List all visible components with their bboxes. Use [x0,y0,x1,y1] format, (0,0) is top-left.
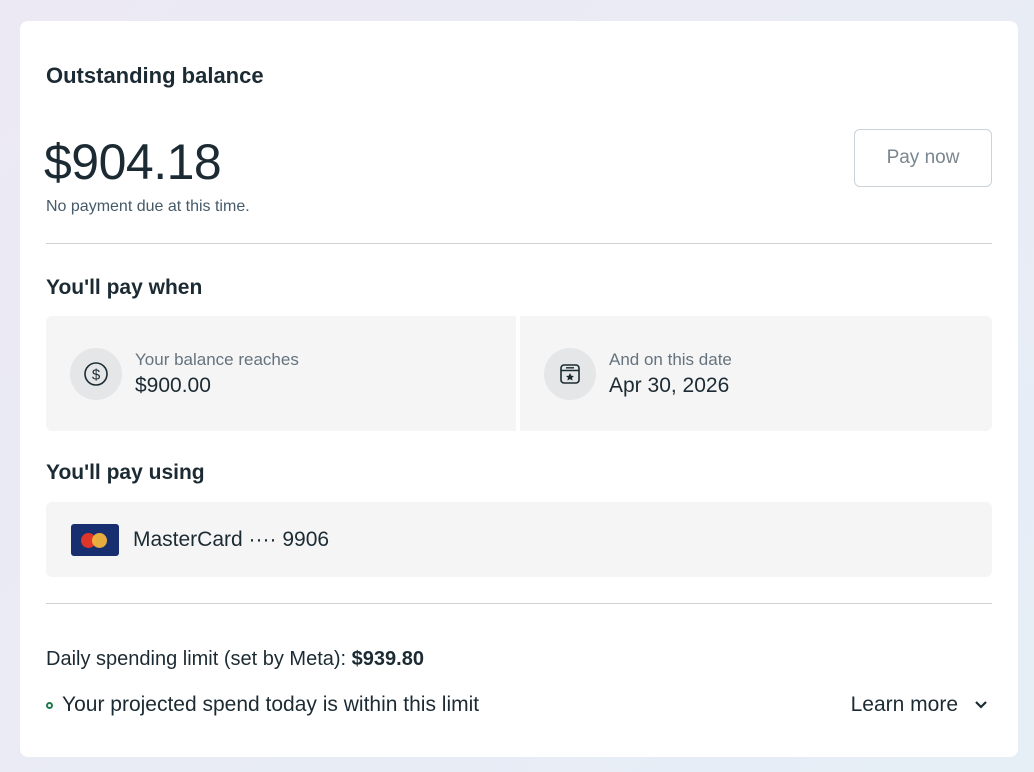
payment-method: MasterCard ···· 9906 [46,502,992,577]
daily-spending-limit: Daily spending limit (set by Meta): $939… [46,648,424,671]
chevron-down-icon[interactable] [974,700,988,710]
threshold-value: $900.00 [135,373,211,397]
outstanding-balance-title: Outstanding balance [46,63,264,88]
pay-using-title: You'll pay using [46,461,205,484]
threshold-label: Your balance reaches [135,349,299,369]
billing-card: Outstanding balance $904.18 No payment d… [20,21,1018,757]
learn-more-label[interactable]: Learn more [850,693,958,716]
pay-now-button[interactable]: Pay now [854,129,992,187]
status-text: Your projected spend today is within thi… [62,693,480,716]
limit-value: $939.80 [351,648,424,670]
pay-when-title: You'll pay when [46,276,203,299]
date-value: Apr 30, 2026 [609,373,730,397]
dollar-circle-icon: $ [70,347,122,400]
balance-threshold-box: $ Your balance reaches $900.00 [46,316,516,431]
learn-more-toggle[interactable]: Learn more [851,693,988,717]
payment-method-label: MasterCard ···· 9906 [133,527,330,551]
date-label: And on this date [609,349,732,369]
status-dot-icon [46,701,53,709]
payment-due-note: No payment due at this time. [46,198,250,215]
divider [46,243,992,244]
calendar-star-icon [544,347,596,400]
balance-amount: $904.18 [44,134,222,190]
projected-spend-status: Your projected spend today is within thi… [46,693,479,717]
divider [46,603,992,604]
limit-label: Daily spending limit (set by Meta): [46,648,352,670]
payment-date-box: And on this date Apr 30, 2026 [520,316,992,431]
svg-text:$: $ [92,366,101,383]
mastercard-icon [71,523,119,556]
